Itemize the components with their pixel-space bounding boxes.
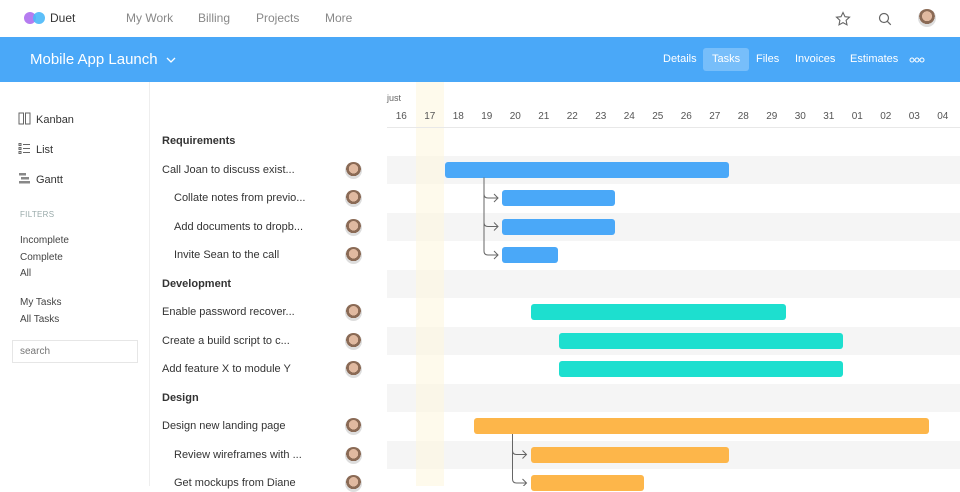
task-bar[interactable] [530, 446, 729, 463]
filter-my-tasks[interactable]: My Tasks [20, 297, 62, 308]
day-label: 20 [509, 111, 521, 122]
task-bar[interactable] [530, 475, 644, 491]
day-label: 26 [680, 111, 692, 122]
view-kanban[interactable]: Kanban [18, 112, 74, 126]
filter-complete[interactable]: Complete [20, 252, 63, 263]
project-header: Mobile App Launch Details Tasks Files In… [0, 37, 960, 82]
tab-files[interactable]: Files [756, 53, 780, 65]
task-name[interactable]: Create a build script to c... [162, 334, 290, 347]
day-label: 02 [880, 111, 892, 122]
nav-more[interactable]: More [325, 11, 353, 25]
filter-all[interactable]: All [20, 268, 32, 279]
task-name[interactable]: Add documents to dropb... [174, 220, 304, 233]
task-name[interactable]: Design new landing page [162, 420, 286, 432]
list-icon [18, 143, 30, 154]
day-label: 01 [851, 111, 863, 122]
month-label: just [387, 93, 402, 103]
task-name[interactable]: Invite Sean to the call [174, 249, 280, 261]
day-label: 04 [937, 111, 949, 122]
task-bar[interactable] [445, 161, 729, 178]
assignee-avatar[interactable] [345, 418, 362, 435]
user-avatar[interactable] [918, 9, 936, 27]
task-name[interactable]: Review wireframes with ... [174, 448, 302, 461]
assignee-avatar[interactable] [345, 218, 362, 236]
day-label: 31 [823, 111, 835, 122]
assignee-avatar[interactable] [345, 361, 362, 378]
task-bar[interactable] [559, 361, 843, 377]
day-label: 25 [652, 111, 664, 122]
day-label: 22 [566, 111, 578, 122]
day-label: 16 [395, 111, 407, 122]
day-label: 19 [481, 111, 493, 122]
task-bar[interactable] [530, 304, 786, 320]
day-label: 28 [737, 111, 749, 122]
day-label: 18 [452, 111, 464, 122]
filter-all-tasks[interactable]: All Tasks [20, 314, 60, 325]
assignee-avatar[interactable] [345, 190, 362, 207]
more-dots-icon[interactable] [909, 57, 925, 63]
row-background [387, 383, 960, 412]
sidebar: Kanban List Gantt FILTERS Incomplete Com… [0, 82, 150, 486]
view-label: List [36, 144, 54, 156]
group-heading: Development [162, 277, 232, 290]
day-label: 23 [595, 111, 607, 122]
row-background [387, 269, 960, 298]
kanban-icon [18, 112, 31, 125]
day-label: 17 [424, 111, 436, 122]
task-name[interactable]: Collate notes from previo... [174, 192, 306, 204]
task-bar[interactable] [502, 218, 615, 235]
nav-my-work[interactable]: My Work [126, 11, 174, 25]
day-label: 27 [709, 111, 721, 122]
assignee-avatar[interactable] [345, 446, 362, 464]
tab-invoices[interactable]: Invoices [795, 53, 836, 65]
view-label: Kanban [36, 114, 74, 126]
nav-billing[interactable]: Billing [198, 11, 231, 25]
tab-tasks[interactable]: Tasks [703, 48, 750, 71]
project-title-dropdown[interactable]: Mobile App Launch [30, 51, 176, 68]
assignee-avatar[interactable] [345, 247, 362, 264]
brand-name[interactable]: Duet [50, 11, 76, 25]
day-label: 21 [538, 111, 550, 122]
tab-estimates[interactable]: Estimates [850, 53, 899, 65]
day-label: 29 [766, 111, 778, 122]
day-label: 30 [794, 111, 806, 122]
filter-incomplete[interactable]: Incomplete [20, 235, 69, 246]
tab-details[interactable]: Details [663, 53, 697, 65]
task-bar[interactable] [473, 418, 929, 434]
task-bar[interactable] [502, 190, 615, 206]
assignee-avatar[interactable] [345, 304, 362, 321]
task-name[interactable]: Call Joan to discuss exist... [162, 163, 295, 176]
row-background [387, 212, 960, 241]
day-label: 03 [908, 111, 920, 122]
project-title: Mobile App Launch [30, 51, 158, 68]
view-label: Gantt [36, 174, 63, 186]
assignee-avatar[interactable] [345, 161, 362, 179]
filters-label: FILTERS [20, 210, 55, 219]
header-divider [387, 127, 960, 128]
today-highlight [415, 82, 444, 486]
day-label: 24 [623, 111, 635, 122]
top-nav: Duet My Work Billing Projects More [0, 0, 960, 37]
assignee-avatar[interactable] [345, 332, 362, 350]
group-heading: Requirements [162, 135, 236, 147]
task-name[interactable]: Get mockups from Diane [174, 477, 296, 489]
view-gantt[interactable]: Gantt [18, 172, 63, 186]
task-bar[interactable] [559, 332, 843, 349]
gantt-icon [19, 173, 30, 184]
task-name[interactable]: Add feature X to module Y [162, 363, 291, 375]
task-bar[interactable] [502, 247, 558, 263]
search-icon[interactable] [877, 11, 893, 27]
view-list[interactable]: List [18, 142, 53, 156]
search-input[interactable] [12, 340, 138, 363]
duet-logo[interactable] [24, 12, 46, 24]
assignee-avatar[interactable] [345, 475, 362, 492]
task-name[interactable]: Enable password recover... [162, 306, 295, 318]
nav-projects[interactable]: Projects [256, 11, 300, 25]
group-heading: Design [162, 391, 199, 404]
star-icon[interactable] [835, 11, 851, 27]
chevron-down-icon [166, 57, 176, 63]
